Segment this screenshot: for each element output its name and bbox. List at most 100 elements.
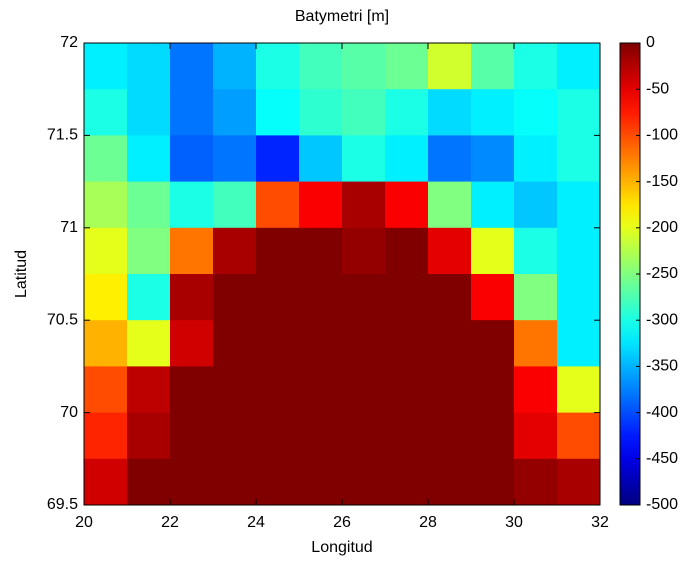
heatmap-cell (471, 181, 515, 229)
heatmap-cell (385, 89, 429, 136)
y-tick-label: 71 (60, 219, 78, 236)
heatmap-cell (170, 181, 214, 229)
colorbar-tick-label: -50 (646, 80, 669, 97)
heatmap-cell (170, 320, 214, 367)
heatmap-cell (84, 89, 128, 136)
heatmap-cell (127, 458, 171, 506)
heatmap-cell (170, 89, 214, 136)
heatmap-cell (557, 43, 601, 90)
x-tick-label: 20 (75, 514, 93, 531)
heatmap-cell (213, 227, 257, 275)
heatmap-cell (514, 135, 558, 183)
heatmap-cell (342, 458, 386, 506)
heatmap-cell (127, 366, 171, 414)
heatmap-cell (471, 412, 515, 460)
heatmap-cell (428, 89, 472, 136)
heatmap-cell (514, 320, 558, 367)
heatmap-cell (385, 320, 429, 367)
heatmap-cell (213, 320, 257, 367)
heatmap-cell (256, 320, 300, 367)
heatmap-cell (557, 181, 601, 229)
heatmap-cell (428, 181, 472, 229)
heatmap-cell (514, 274, 558, 321)
x-tick-label: 22 (161, 514, 179, 531)
heatmap-cell (170, 135, 214, 183)
heatmap-cell (256, 366, 300, 414)
heatmap-cell (256, 274, 300, 321)
heatmap-cell (514, 412, 558, 460)
colorbar-tick-label: -400 (646, 404, 678, 421)
y-tick-label: 70.5 (47, 311, 78, 328)
colorbar-tick-label: -150 (646, 173, 678, 190)
heatmap-cell (428, 412, 472, 460)
heatmap-cell (428, 227, 472, 275)
heatmap-cell (84, 366, 128, 414)
heatmap-cell (514, 366, 558, 414)
heatmap-cell (342, 412, 386, 460)
heatmap-cell (84, 43, 128, 90)
heatmap-cell (557, 227, 601, 275)
x-tick-label: 24 (247, 514, 265, 531)
chart-title: Batymetri [m] (295, 8, 389, 25)
heatmap-cell (256, 181, 300, 229)
heatmap-cell (127, 89, 171, 136)
heatmap-cell (557, 366, 601, 414)
y-tick-label: 69.5 (47, 496, 78, 513)
x-tick-label: 32 (591, 514, 609, 531)
heatmap-cell (127, 274, 171, 321)
y-axis-label: Latitud (13, 250, 30, 298)
heatmap-cell (514, 43, 558, 90)
heatmap-cell (127, 227, 171, 275)
heatmap-cell (342, 227, 386, 275)
colorbar-tick-label: -450 (646, 450, 678, 467)
heatmap-cell (213, 135, 257, 183)
heatmap-cell (256, 135, 300, 183)
heatmap-cell (342, 320, 386, 367)
heatmap-cell (299, 274, 343, 321)
heatmap-cell (385, 366, 429, 414)
x-tick-label: 28 (419, 514, 437, 531)
heatmap-cell (127, 320, 171, 367)
heatmap-cell (299, 135, 343, 183)
heatmap-cell (471, 320, 515, 367)
heatmap-cell (471, 135, 515, 183)
heatmap-cell (385, 458, 429, 506)
heatmap-cell (342, 43, 386, 90)
heatmap-cell (84, 412, 128, 460)
x-tick-label: 26 (333, 514, 351, 531)
heatmap-cell (170, 274, 214, 321)
heatmap-cell (84, 181, 128, 229)
heatmap-cell (213, 89, 257, 136)
heatmap-cell (557, 412, 601, 460)
heatmap-cell (84, 274, 128, 321)
heatmap-cell (471, 89, 515, 136)
heatmap-cell (127, 181, 171, 229)
heatmap-cell (385, 227, 429, 275)
heatmap-cell (170, 366, 214, 414)
colorbar-tick-label: -200 (646, 219, 678, 236)
heatmap-cell (557, 89, 601, 136)
heatmap-cell (514, 181, 558, 229)
heatmap-cell (342, 274, 386, 321)
heatmap-cell (514, 458, 558, 506)
heatmap-cell (299, 43, 343, 90)
heatmap-cell (213, 366, 257, 414)
heatmap-cell (170, 227, 214, 275)
heatmap-cell (84, 135, 128, 183)
colorbar-tick-label: -500 (646, 496, 678, 513)
heatmap-cell (256, 227, 300, 275)
colorbar-tick-label: 0 (646, 34, 655, 51)
heatmap-cell (127, 135, 171, 183)
heatmap-cell (342, 89, 386, 136)
heatmap-cell (385, 43, 429, 90)
heatmap-cell (471, 227, 515, 275)
heatmap-cell (342, 135, 386, 183)
heatmap-cell (385, 181, 429, 229)
heatmap-cell (299, 412, 343, 460)
heatmap-cell (385, 412, 429, 460)
heatmap-cell (256, 412, 300, 460)
heatmap-cell (213, 412, 257, 460)
heatmap-cell (170, 412, 214, 460)
heatmap-cell (299, 320, 343, 367)
